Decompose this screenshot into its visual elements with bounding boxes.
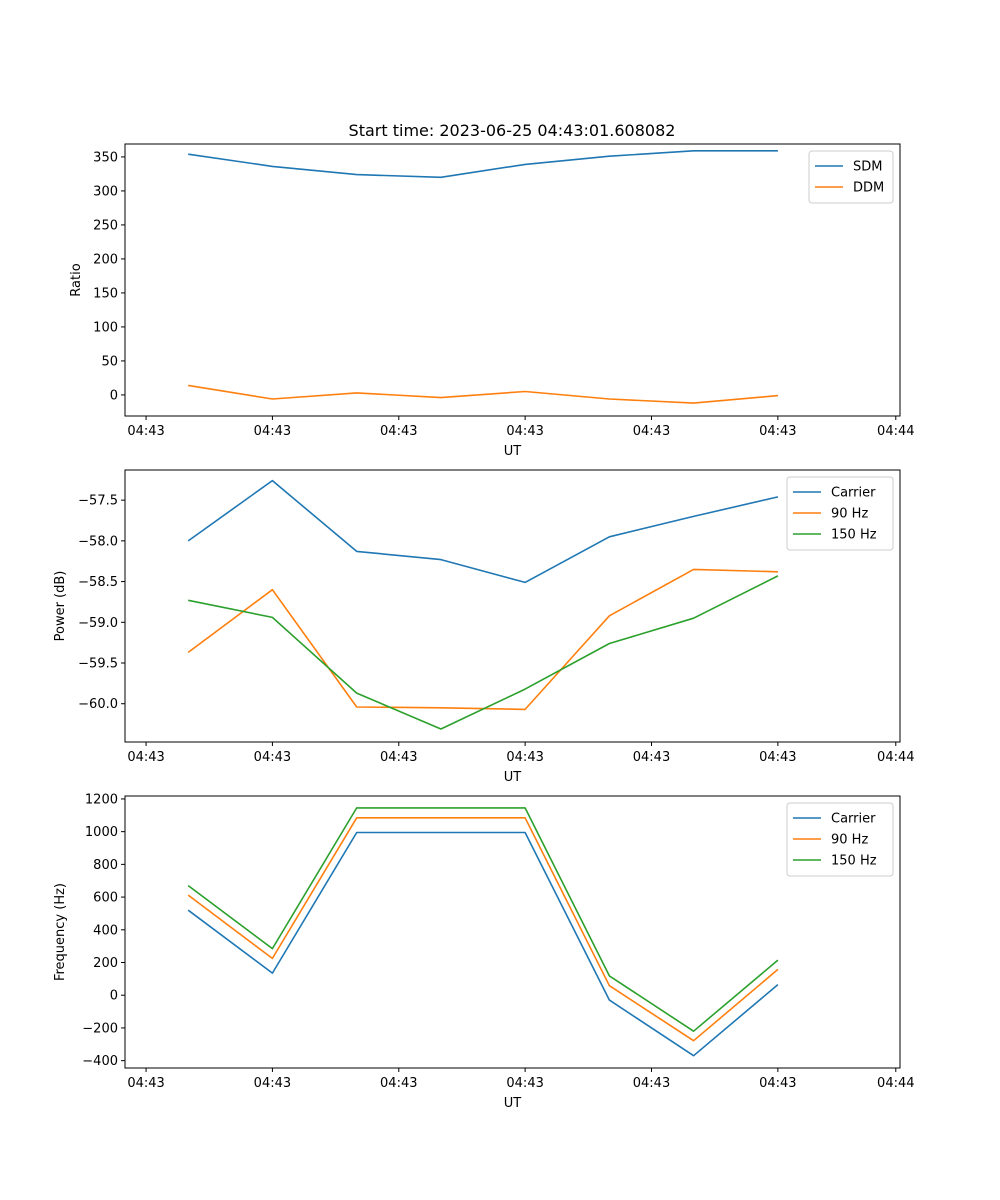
series-line-150-hz (188, 575, 779, 730)
x-tick-label: 04:43 (254, 1076, 291, 1091)
x-tick-label: 04:44 (877, 424, 914, 439)
y-axis-label: Power (dB) (53, 571, 68, 642)
x-tick-label: 04:43 (506, 1076, 543, 1091)
chart-panel-1: 04:43 04:43 04:43 04:43 04:43 04:43 04:44 0 50 10… (69, 143, 915, 459)
y-tick-label: −400 (82, 1054, 118, 1069)
y-tick-label: −58.0 (78, 534, 118, 549)
x-tick-label: 04:43 (506, 750, 543, 765)
plot-frame (124, 143, 901, 417)
y-axis-label: Ratio (69, 263, 84, 296)
y-tick-label: 0 (110, 989, 118, 1004)
y-tick-label: −57.5 (78, 494, 118, 509)
legend-label: DDM (853, 181, 884, 196)
legend-label: Carrier (831, 486, 876, 501)
plot-frame (124, 469, 901, 743)
y-tick-label: 1200 (85, 792, 118, 807)
y-tick-label: 100 (93, 320, 118, 335)
y-tick-label: −58.5 (78, 575, 118, 590)
y-tick-label: 0 (110, 388, 118, 403)
x-tick-label: 04:43 (759, 750, 796, 765)
legend-label: 90 Hz (831, 833, 868, 848)
series-line-ddm (188, 384, 778, 404)
y-tick-label: 200 (93, 252, 118, 267)
legend-box (808, 150, 894, 204)
y-tick-label: 1000 (85, 825, 118, 840)
series-line-90-hz (187, 816, 779, 1042)
y-tick-label: 250 (93, 218, 118, 233)
x-tick-label: 04:43 (254, 750, 291, 765)
x-tick-label: 04:43 (380, 750, 417, 765)
chart-panel-2: 04:43 04:43 04:43 04:43 04:43 04:43 04:44 −60.0… (53, 469, 915, 785)
figure-title: Start time: 2023-06-25 04:43:01.608082 (349, 121, 676, 140)
y-tick-label: 150 (93, 286, 118, 301)
x-tick-label: 04:43 (506, 424, 543, 439)
y-tick-label: −200 (82, 1021, 118, 1036)
y-tick-label: 800 (93, 858, 118, 873)
legend: Carrier 90 Hz 150 Hz (786, 802, 894, 877)
x-tick-label: 04:43 (380, 1076, 417, 1091)
legend-label: Carrier (831, 812, 876, 827)
x-tick-label: 04:43 (380, 424, 417, 439)
chart-panel-3: 04:43 04:43 04:43 04:43 04:43 04:43 04:44 −400 −… (53, 792, 915, 1111)
legend-box (786, 476, 894, 551)
y-tick-label: 350 (93, 150, 118, 165)
x-tick-label: 04:43 (254, 424, 291, 439)
plot-frame (124, 795, 901, 1069)
legend: SDM DDM (808, 150, 894, 204)
x-tick-label: 04:44 (877, 1076, 914, 1091)
y-tick-label: −60.0 (78, 697, 118, 712)
y-tick-label: −59.5 (78, 657, 118, 672)
series-line-carrier (187, 831, 779, 1057)
legend-label: SDM (853, 160, 882, 175)
legend-box (786, 802, 894, 877)
y-tick-label: 300 (93, 184, 118, 199)
y-tick-label: 400 (93, 923, 118, 938)
x-tick-label: 04:43 (633, 750, 670, 765)
legend-label: 150 Hz (831, 854, 877, 869)
x-axis-label: UT (504, 1096, 522, 1111)
x-tick-label: 04:43 (127, 424, 164, 439)
x-tick-label: 04:43 (759, 424, 796, 439)
legend-label: 150 Hz (831, 528, 877, 543)
series-line-150-hz (187, 807, 779, 1032)
x-axis-label: UT (504, 770, 522, 785)
x-tick-label: 04:43 (633, 424, 670, 439)
panels: 04:43 04:43 04:43 04:43 04:43 04:43 04:44 0 50 10… (53, 143, 915, 1111)
series-line-sdm (188, 150, 778, 179)
legend: Carrier 90 Hz 150 Hz (786, 476, 894, 551)
legend-label: 90 Hz (831, 507, 868, 522)
y-tick-label: 600 (93, 891, 118, 906)
y-tick-label: 50 (101, 354, 118, 369)
x-tick-label: 04:43 (633, 1076, 670, 1091)
y-tick-label: −59.0 (78, 616, 118, 631)
x-tick-label: 04:43 (127, 750, 164, 765)
y-axis-label: Frequency (Hz) (53, 883, 68, 981)
x-axis-label: UT (504, 444, 522, 459)
x-tick-label: 04:44 (877, 750, 914, 765)
series-line-carrier (187, 479, 779, 584)
x-tick-label: 04:43 (127, 1076, 164, 1091)
y-tick-label: 200 (93, 956, 118, 971)
x-tick-label: 04:43 (759, 1076, 796, 1091)
